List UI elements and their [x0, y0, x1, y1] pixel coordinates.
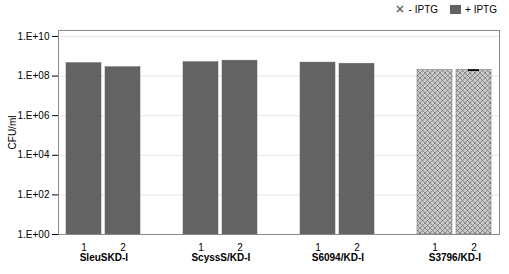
svg-text:1.E+04: 1.E+04 [18, 149, 50, 160]
svg-text:2: 2 [354, 241, 360, 253]
svg-text:1.E+06: 1.E+06 [18, 110, 50, 121]
svg-text:1.E+02: 1.E+02 [18, 189, 50, 200]
svg-text:SleuSKD-I: SleuSKD-I [80, 252, 129, 263]
svg-text:ScyssS/KD-I: ScyssS/KD-I [191, 252, 250, 263]
html-text:- IPTG: - IPTG [408, 3, 438, 15]
svg-text:S6094/KD-I: S6094/KD-I [312, 252, 364, 263]
svg-text:2: 2 [120, 241, 126, 253]
svg-text:CFU/ml: CFU/ml [7, 116, 18, 150]
svg-text:1.E+00: 1.E+00 [18, 229, 50, 240]
svg-text:S3796/KD-I: S3796/KD-I [429, 252, 481, 263]
svg-text:1: 1 [432, 241, 438, 253]
svg-text:2: 2 [471, 241, 477, 253]
svg-text:1.E+10: 1.E+10 [18, 31, 50, 42]
svg-text:2: 2 [237, 241, 243, 253]
svg-text:1: 1 [315, 241, 321, 253]
svg-text:1: 1 [81, 241, 87, 253]
svg-text:1.E+08: 1.E+08 [18, 70, 50, 81]
html-text:+ IPTG: + IPTG [465, 3, 497, 15]
svg-text:1: 1 [198, 241, 204, 253]
